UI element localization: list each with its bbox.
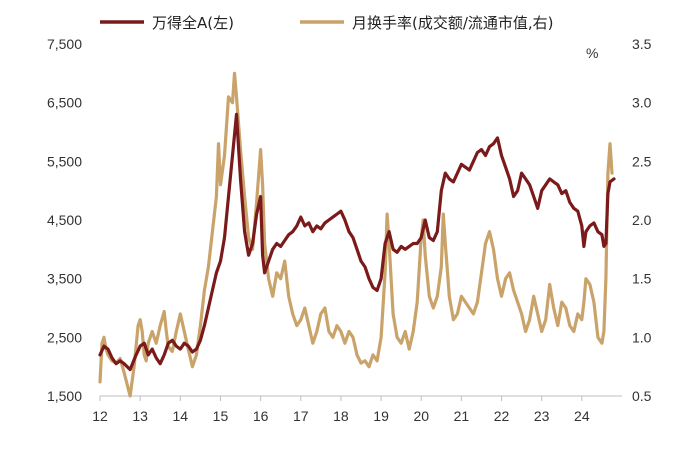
y-left-tick-label: 2,500 bbox=[47, 329, 82, 345]
y-right-tick-label: 2.5 bbox=[632, 153, 652, 169]
y-right-tick-label: 1.0 bbox=[632, 329, 652, 345]
x-tick-label: 18 bbox=[333, 408, 349, 424]
x-tick-label: 17 bbox=[293, 408, 309, 424]
y-right-unit-label: % bbox=[586, 45, 598, 61]
legend-label: 万得全A(左) bbox=[152, 14, 234, 32]
x-tick-label: 19 bbox=[373, 408, 389, 424]
y-left-tick-label: 5,500 bbox=[47, 153, 82, 169]
x-tick-label: 12 bbox=[92, 408, 108, 424]
x-tick-label: 21 bbox=[454, 408, 470, 424]
x-axis: 12 13 14 15 16 17 18 19 20 21 22 23 24 bbox=[92, 396, 590, 424]
x-tick-label: 20 bbox=[413, 408, 429, 424]
x-tick-label: 13 bbox=[132, 408, 148, 424]
y-left-tick-label: 1,500 bbox=[47, 388, 82, 404]
y-left-tick-label: 7,500 bbox=[47, 36, 82, 52]
x-tick-label: 24 bbox=[574, 408, 590, 424]
legend-label: 月换手率(成交额/流通市值,右) bbox=[352, 14, 554, 32]
y-right-axis: 0.5 1.0 1.5 2.0 2.5 3.0 3.5 bbox=[632, 36, 652, 404]
y-left-tick-label: 4,500 bbox=[47, 212, 82, 228]
x-tick-label: 14 bbox=[173, 408, 189, 424]
x-tick-label: 22 bbox=[494, 408, 510, 424]
y-right-tick-label: 3.5 bbox=[632, 36, 652, 52]
series-line-wind-all-a bbox=[98, 112, 616, 372]
legend: 万得全A(左) 月换手率(成交额/流通市值,右) bbox=[100, 14, 554, 32]
y-right-tick-label: 0.5 bbox=[632, 388, 652, 404]
x-tick-label: 15 bbox=[213, 408, 229, 424]
y-left-tick-label: 6,500 bbox=[47, 95, 82, 111]
series-line-turnover bbox=[98, 71, 614, 398]
y-left-axis: 1,500 2,500 3,500 4,500 5,500 6,500 7,500 bbox=[47, 36, 82, 404]
x-tick-label: 23 bbox=[534, 408, 550, 424]
y-right-tick-label: 3.0 bbox=[632, 95, 652, 111]
y-right-tick-label: 2.0 bbox=[632, 212, 652, 228]
series-group bbox=[98, 71, 616, 398]
x-tick-label: 16 bbox=[253, 408, 269, 424]
y-right-tick-label: 1.5 bbox=[632, 271, 652, 287]
y-left-tick-label: 3,500 bbox=[47, 271, 82, 287]
